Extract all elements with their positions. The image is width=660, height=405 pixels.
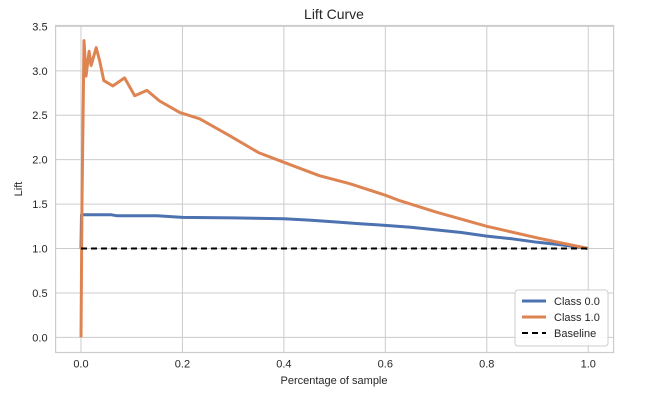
y-axis-label: Lift [13, 182, 25, 197]
tick-labels: 0.0 0.2 0.4 0.6 0.8 1.0 0.0 0.5 1.0 1.5 2.0 2.5 3.0 3… [32, 21, 596, 370]
y-tick-label: 3.0 [32, 66, 47, 78]
x-tick-label: 0.8 [479, 359, 494, 371]
chart-title: Lift Curve [304, 6, 364, 22]
legend-label: Baseline [554, 328, 596, 340]
y-tick-label: 0.0 [32, 332, 47, 344]
y-tick-label: 3.5 [32, 21, 47, 33]
grid [55, 25, 614, 353]
y-tick-label: 2.5 [32, 110, 47, 122]
series-line-class-1-0 [79, 39, 589, 338]
y-tick-label: 1.5 [32, 199, 47, 211]
x-tick-label: 0.4 [276, 359, 291, 371]
x-axis-label: Percentage of sample [280, 375, 387, 387]
y-tick-label: 0.5 [32, 288, 47, 300]
x-tick-label: 0.0 [73, 359, 88, 371]
x-tick-label: 1.0 [581, 359, 596, 371]
legend-label: Class 0.0 [554, 296, 600, 308]
legend: Class 0.0 Class 1.0 Baseline [514, 289, 609, 347]
series-lines [79, 39, 589, 338]
legend-box [514, 289, 609, 347]
plot-frame [54, 24, 615, 354]
legend-label: Class 1.0 [554, 312, 600, 324]
series-line-class-0-0 [79, 213, 589, 250]
y-tick-label: 1.0 [32, 244, 47, 256]
x-tick-label: 0.2 [175, 359, 190, 371]
x-tick-label: 0.6 [378, 359, 393, 371]
y-tick-label: 2.0 [32, 155, 47, 167]
